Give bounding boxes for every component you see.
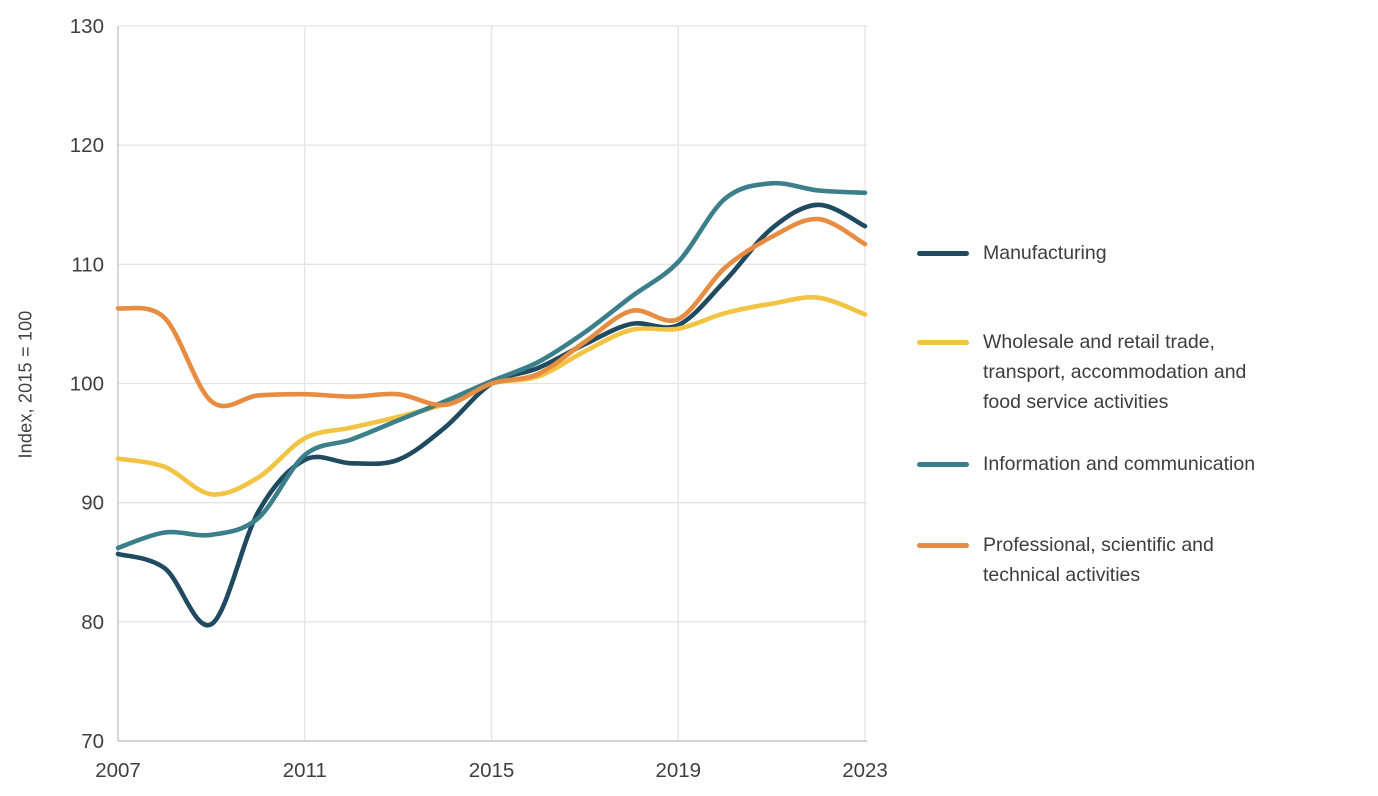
series-line-professional_scientific_technical bbox=[115, 216, 868, 409]
axes bbox=[117, 26, 867, 742]
y-axis-title: Index, 2015 = 100 bbox=[15, 310, 36, 459]
x-tick-label: 2007 bbox=[95, 759, 141, 782]
legend-swatch-information-communication bbox=[917, 462, 969, 467]
legend-swatch-wholesale-retail bbox=[917, 340, 969, 345]
y-tick-label: 130 bbox=[70, 15, 104, 38]
y-tick-label: 80 bbox=[81, 611, 104, 634]
legend-item-professional-scientific: Professional, scientific and technical a… bbox=[917, 530, 1214, 590]
legend-label-manufacturing: Manufacturing bbox=[983, 242, 1107, 264]
y-tick-label: 90 bbox=[81, 492, 104, 515]
legend-label-wholesale-retail: Wholesale and retail trade, transport, a… bbox=[983, 331, 1247, 413]
tick-labels: 70 80 90 100 110 120 130 2007 2011 2015 2019 2023 bbox=[70, 15, 888, 782]
legend-label-information-communication: Information and communication bbox=[983, 453, 1256, 475]
y-tick-label: 100 bbox=[70, 373, 104, 396]
x-tick-label: 2019 bbox=[655, 759, 701, 782]
y-tick-label: 110 bbox=[71, 253, 104, 276]
legend-swatch-professional-scientific bbox=[917, 543, 969, 548]
y-tick-label: 120 bbox=[70, 134, 104, 157]
y-tick-label: 70 bbox=[81, 730, 104, 753]
x-tick-label: 2011 bbox=[283, 759, 327, 782]
legend-item-manufacturing: Manufacturing bbox=[917, 238, 1107, 268]
legend-swatch-manufacturing bbox=[917, 251, 969, 256]
x-tick-label: 2015 bbox=[469, 759, 515, 782]
series-line-manufacturing bbox=[115, 202, 868, 628]
legend-item-information-communication: Information and communication bbox=[917, 449, 1255, 479]
legend-item-wholesale-retail: Wholesale and retail trade, transport, a… bbox=[917, 327, 1246, 417]
gridlines bbox=[118, 25, 867, 741]
line-chart: 70 80 90 100 110 120 130 2007 2011 2015 2019 2023 bbox=[70, 15, 888, 782]
x-tick-label: 2023 bbox=[842, 759, 888, 782]
legend-label-professional-scientific: Professional, scientific and technical a… bbox=[983, 534, 1214, 586]
